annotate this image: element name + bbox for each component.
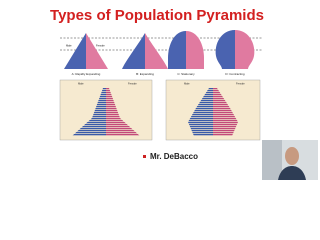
label: Male <box>78 82 84 86</box>
caption: C: Stationary <box>177 72 195 76</box>
label: Male <box>184 82 190 86</box>
presenter: Mr. DeBacco <box>150 152 198 161</box>
shoulders <box>278 166 306 180</box>
shape-female <box>235 30 255 69</box>
bars-female <box>106 88 140 136</box>
shape-female <box>86 33 108 69</box>
caption: D: Contracting <box>225 72 245 76</box>
label: Female <box>96 44 105 48</box>
label: Male <box>66 44 72 48</box>
bullet <box>143 155 146 158</box>
bars-female <box>213 88 238 136</box>
bars-male <box>188 88 213 136</box>
label: Female <box>128 82 137 86</box>
shape-female <box>145 33 168 69</box>
shape-male <box>168 31 186 69</box>
page: Types of Population Pyramids Male Female… <box>50 6 318 180</box>
webcam-bg <box>262 140 282 180</box>
caption: A: Rapidly Expanding <box>72 72 101 76</box>
slide: Types of Population Pyramids Male Female… <box>50 6 318 180</box>
title: Types of Population Pyramids <box>50 7 264 24</box>
shape-male <box>215 30 235 69</box>
caption: B: Expanding <box>136 72 154 76</box>
shape-male <box>64 33 86 69</box>
bars-male <box>72 88 106 136</box>
label: Female <box>236 82 245 86</box>
shape-female <box>186 31 204 69</box>
face <box>285 147 299 165</box>
shape-male <box>122 33 145 69</box>
